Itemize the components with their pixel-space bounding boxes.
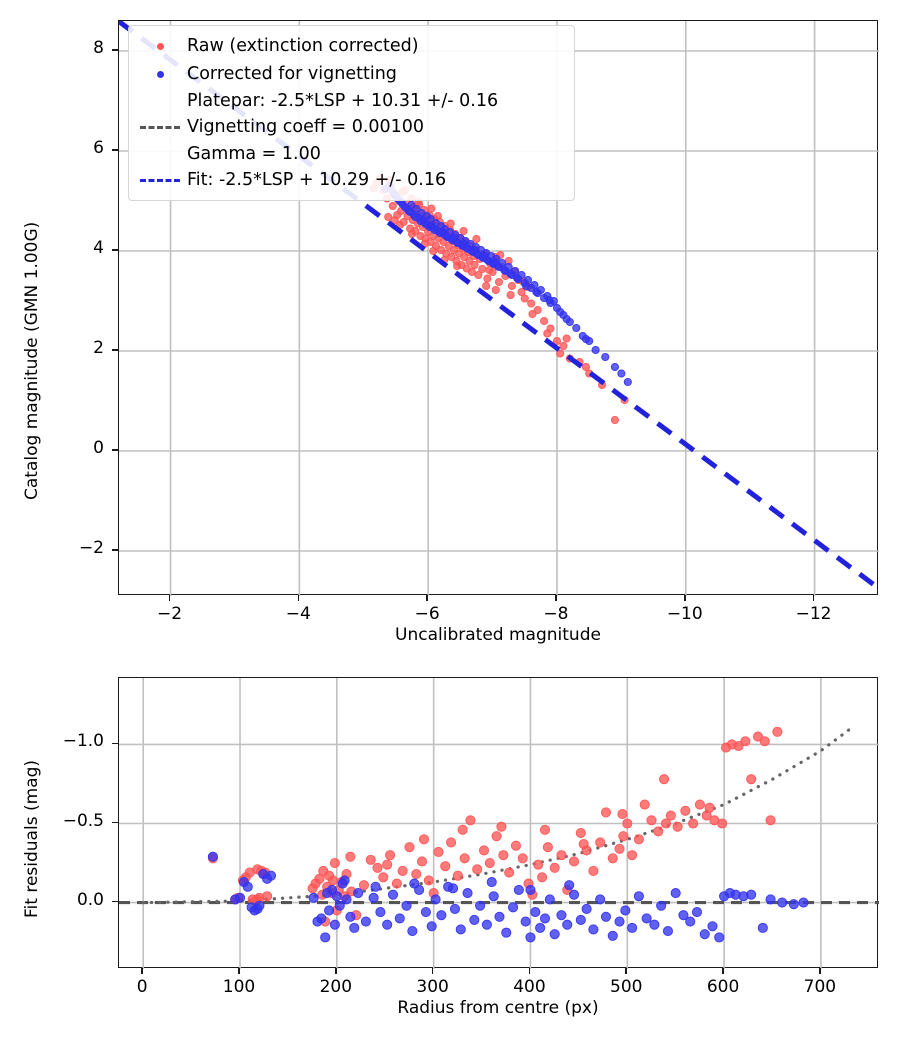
- x-tick-label: 100: [222, 977, 256, 997]
- x-tick-label: −8: [543, 604, 569, 624]
- x-tick-mark: [812, 595, 815, 601]
- legend-key-line: [137, 125, 183, 129]
- legend-entry-label: Raw (extinction corrected): [187, 36, 419, 56]
- x-tick-mark: [335, 968, 337, 974]
- y-tick-label: 8: [93, 38, 104, 58]
- photometric-calibration-canvas: [119, 21, 879, 596]
- legend-marker-dot-icon: [156, 42, 164, 50]
- y-tick-mark: [112, 349, 118, 351]
- y-tick-label: −1.0: [62, 731, 104, 752]
- legend-marker-dashed-line-icon: [140, 125, 180, 129]
- x-tick-mark: [426, 595, 428, 601]
- x-tick-mark: [722, 968, 724, 974]
- y-tick-mark: [112, 49, 118, 51]
- y-tick-mark: [112, 449, 118, 451]
- x-tick-mark: [168, 595, 171, 601]
- legend-entry-label: Platepar: -2.5*LSP + 10.31 +/- 0.16: [187, 90, 499, 111]
- y-tick-mark: [112, 900, 118, 903]
- x-tick-mark: [297, 595, 300, 601]
- x-tick-mark: [238, 968, 240, 974]
- x-tick-mark: [625, 968, 628, 974]
- x-tick-label: 200: [319, 977, 353, 997]
- y-tick-label: 2: [93, 338, 104, 358]
- legend-entry: Raw (extinction corrected): [137, 32, 564, 60]
- x-tick-label: −12: [795, 604, 832, 624]
- y-tick-mark: [112, 742, 118, 745]
- top-x-axis-label: Uncalibrated magnitude: [395, 625, 601, 645]
- x-tick-mark: [819, 968, 821, 974]
- y-tick-mark: [112, 149, 118, 151]
- bottom-x-axis-label: Radius from centre (px): [397, 998, 599, 1018]
- top-y-axis-label: Catalog magnitude (GMN 1.00G): [22, 221, 42, 500]
- x-tick-mark: [141, 968, 143, 974]
- legend-marker-dashed-line-icon: [140, 178, 180, 182]
- x-tick-label: 300: [416, 977, 449, 997]
- y-tick-mark: [112, 821, 118, 824]
- legend-key-line: [137, 178, 183, 182]
- x-tick-mark: [528, 968, 531, 974]
- x-tick-label: 400: [513, 977, 546, 997]
- x-tick-mark: [431, 968, 434, 974]
- y-tick-mark: [112, 249, 118, 251]
- x-tick-label: −6: [414, 604, 440, 624]
- y-tick-label: −2: [78, 538, 104, 558]
- x-tick-label: 500: [610, 977, 643, 997]
- x-tick-label: 0: [136, 977, 148, 997]
- y-tick-label: −0.5: [62, 810, 104, 831]
- legend-entry-label: Gamma = 1.00: [187, 143, 321, 164]
- legend-entry: Vignetting coeff = 0.00100: [137, 113, 564, 141]
- fit-residuals-plot: [118, 677, 879, 969]
- x-tick-mark: [683, 595, 686, 601]
- x-tick-label: −2: [156, 604, 183, 624]
- y-tick-label: 0.0: [76, 889, 104, 910]
- legend-entry: Corrected for vignetting: [137, 60, 564, 88]
- x-tick-label: 600: [706, 977, 740, 997]
- x-tick-label: 700: [803, 977, 837, 997]
- legend-entry: Fit: -2.5*LSP + 10.29 +/- 0.16: [137, 166, 564, 194]
- legend-key-marker: [137, 70, 183, 78]
- fit-residuals-canvas: [119, 678, 879, 969]
- plot-legend: Raw (extinction corrected) Corrected for …: [128, 25, 575, 201]
- x-tick-label: −4: [285, 604, 311, 624]
- y-tick-label: 0: [93, 438, 104, 458]
- y-tick-label: 6: [93, 138, 104, 158]
- legend-entry: Gamma = 1.00: [137, 141, 564, 166]
- legend-key-marker: [137, 42, 183, 50]
- legend-entry: Platepar: -2.5*LSP + 10.31 +/- 0.16: [137, 88, 564, 113]
- legend-marker-dot-icon: [156, 70, 164, 78]
- legend-entry-label: Vignetting coeff = 0.00100: [187, 117, 425, 137]
- legend-entry-label: Corrected for vignetting: [187, 64, 397, 84]
- y-tick-mark: [112, 549, 118, 551]
- y-tick-label: 4: [93, 238, 104, 258]
- legend-entry-label: Fit: -2.5*LSP + 10.29 +/- 0.16: [187, 170, 447, 190]
- x-tick-mark: [555, 595, 557, 601]
- x-tick-label: −10: [666, 604, 703, 624]
